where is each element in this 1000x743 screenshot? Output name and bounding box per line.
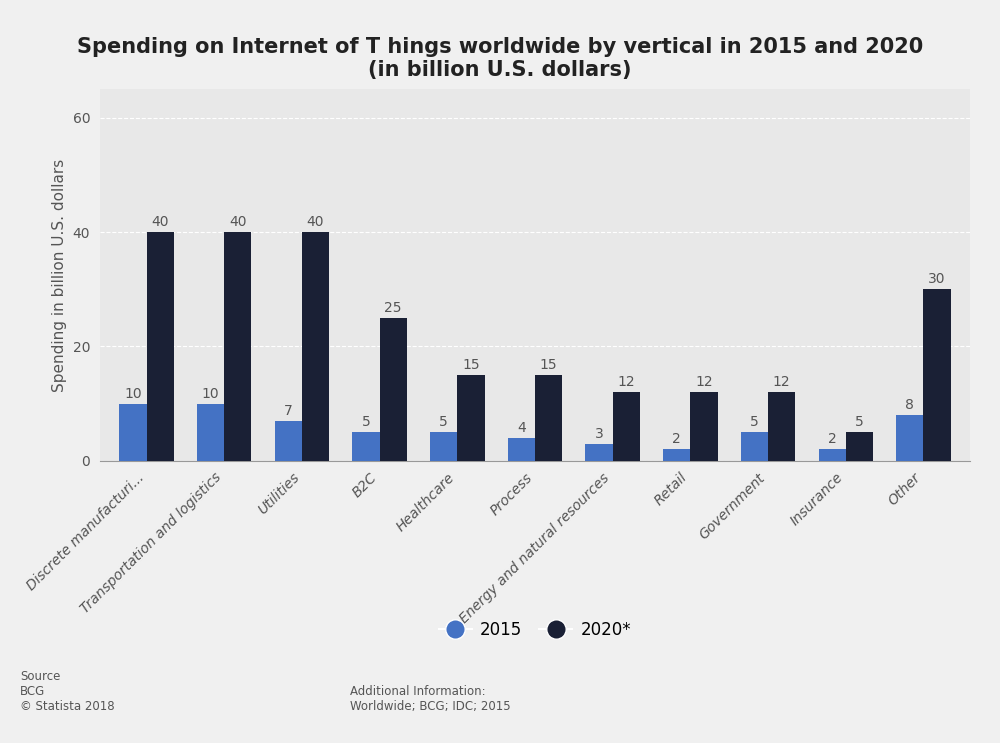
Bar [302, 232, 329, 461]
Y-axis label: Spending in billion U.S. dollars: Spending in billion U.S. dollars [52, 158, 67, 392]
Text: 40: 40 [307, 215, 324, 229]
Text: 12: 12 [617, 375, 635, 389]
Text: 7: 7 [284, 403, 293, 418]
Text: 8: 8 [905, 398, 914, 412]
Text: 40: 40 [229, 215, 247, 229]
Text: 2: 2 [672, 432, 681, 447]
Text: 10: 10 [202, 386, 220, 400]
Bar [896, 415, 923, 461]
Bar [585, 444, 613, 461]
Text: 12: 12 [773, 375, 790, 389]
Text: 30: 30 [928, 273, 946, 286]
Text: 5: 5 [750, 415, 759, 429]
Text: 10: 10 [124, 386, 142, 400]
Text: 3: 3 [595, 426, 603, 441]
Legend: 2015, 2020*: 2015, 2020* [432, 614, 638, 646]
Bar [380, 318, 407, 461]
Text: Additional Information:
Worldwide; BCG; IDC; 2015: Additional Information: Worldwide; BCG; … [350, 685, 511, 713]
Bar [224, 232, 251, 461]
Bar [846, 432, 873, 461]
Bar [819, 450, 846, 461]
Bar [275, 421, 302, 461]
Bar [147, 232, 174, 461]
Text: 5: 5 [439, 415, 448, 429]
Bar [535, 375, 562, 461]
Bar [923, 289, 951, 461]
Bar [690, 392, 718, 461]
Text: 5: 5 [362, 415, 370, 429]
Bar [457, 375, 485, 461]
Bar [768, 392, 795, 461]
Text: Source
BCG
© Statista 2018: Source BCG © Statista 2018 [20, 670, 115, 713]
Text: 12: 12 [695, 375, 713, 389]
Text: 15: 15 [462, 358, 480, 372]
Text: 4: 4 [517, 421, 526, 435]
Text: 2: 2 [828, 432, 836, 447]
Bar [741, 432, 768, 461]
Text: Spending on Internet of T hings worldwide by vertical in 2015 and 2020
(in billi: Spending on Internet of T hings worldwid… [77, 37, 923, 80]
Bar [508, 438, 535, 461]
Text: 15: 15 [540, 358, 557, 372]
Bar [663, 450, 690, 461]
Bar [197, 403, 224, 461]
Bar [119, 403, 147, 461]
Text: 25: 25 [384, 301, 402, 315]
Text: 40: 40 [151, 215, 169, 229]
Text: 5: 5 [855, 415, 864, 429]
Bar [352, 432, 380, 461]
Bar [430, 432, 457, 461]
Bar [613, 392, 640, 461]
